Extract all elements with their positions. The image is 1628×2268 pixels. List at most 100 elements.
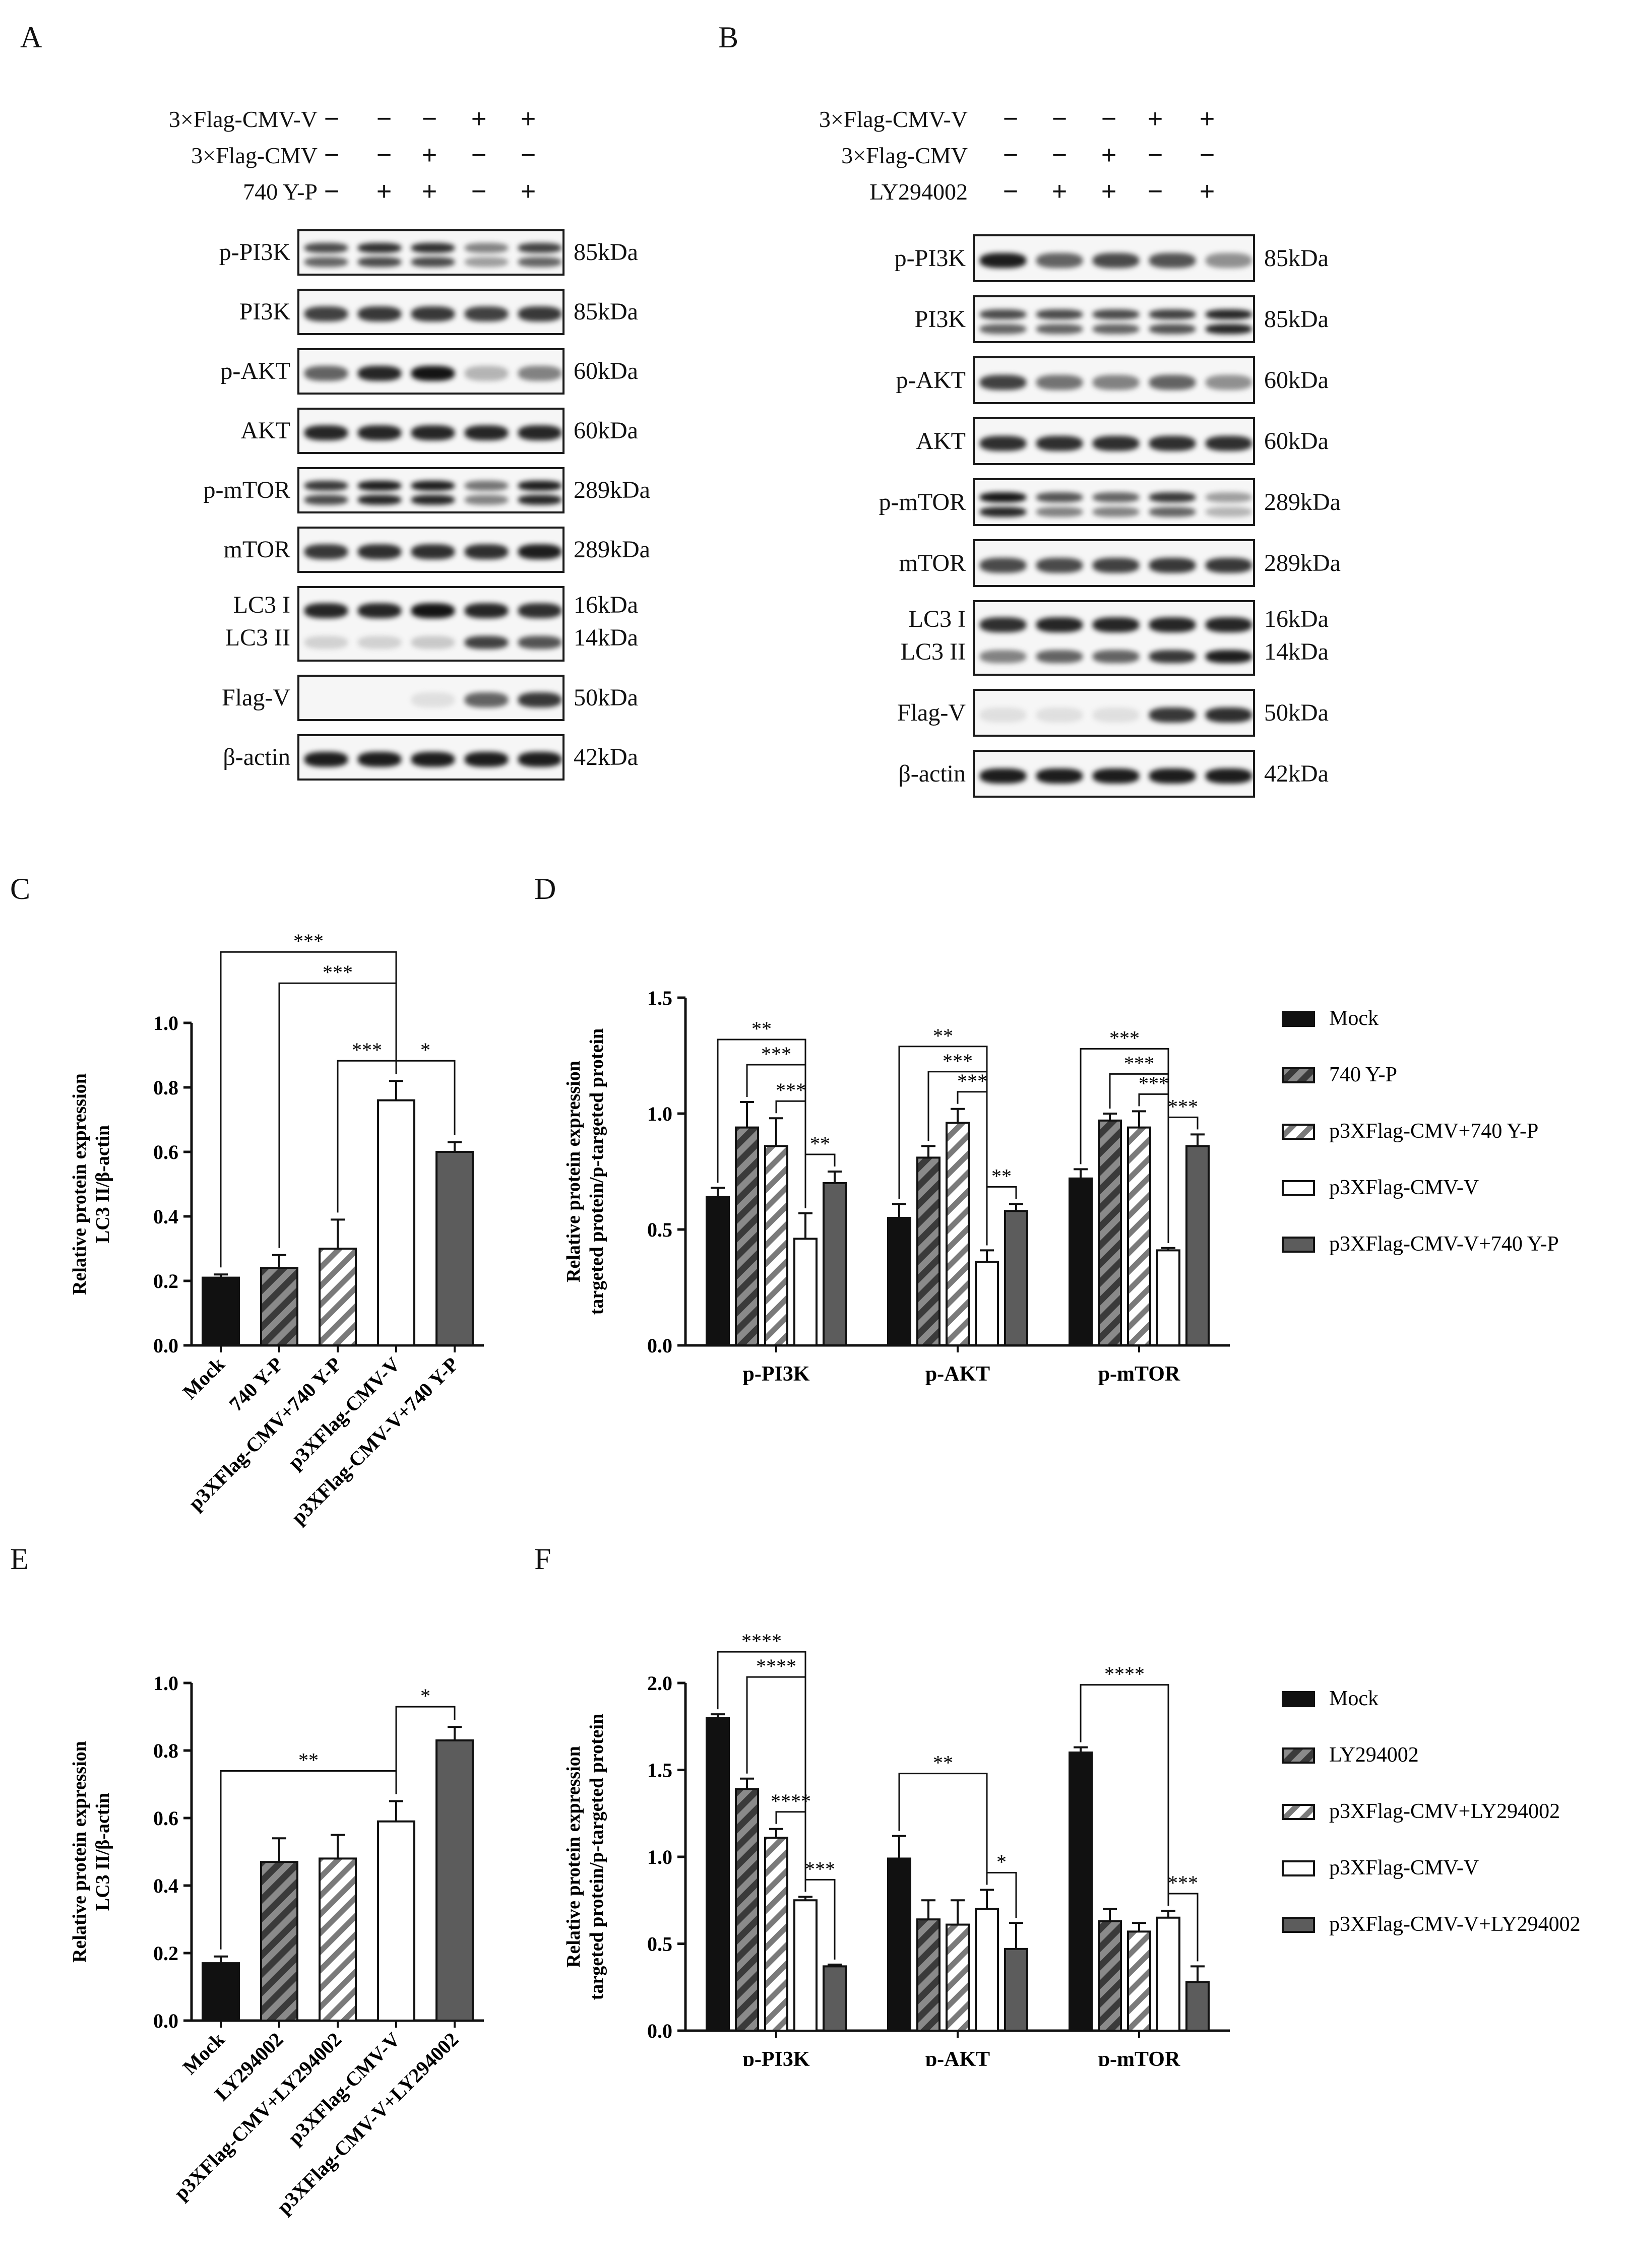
- band: [1093, 617, 1139, 632]
- protein-label: β-actin: [223, 744, 290, 770]
- minus-symbol: −: [1101, 104, 1117, 134]
- y-tick-label: 0.0: [153, 1334, 178, 1357]
- band: [1149, 617, 1196, 632]
- band: [411, 366, 455, 381]
- protein-label: β-actin: [898, 760, 966, 787]
- band: [411, 544, 455, 559]
- legend-swatch: [1282, 1917, 1315, 1933]
- legend-label: p3XFlag-CMV-V: [1329, 1856, 1479, 1880]
- legend-label: LY294002: [1329, 1743, 1419, 1767]
- legend-swatch: [1282, 1237, 1315, 1253]
- bar: [202, 1962, 240, 2022]
- x-tick-label: p-PI3K: [742, 2048, 809, 2066]
- bar: [916, 1156, 941, 1346]
- bar: [260, 1861, 298, 2022]
- bar: [706, 1196, 730, 1346]
- band: [980, 323, 1026, 334]
- bar: [1004, 1948, 1028, 2032]
- condition-label: 740 Y-P: [243, 179, 318, 205]
- band: [1206, 617, 1252, 632]
- band: [1036, 506, 1083, 517]
- band: [518, 494, 562, 505]
- significance-bracket: [1080, 1684, 1169, 1906]
- blot-strip: [973, 417, 1255, 465]
- band: [518, 481, 562, 491]
- legend-label: p3XFlag-CMV+740 Y-P: [1329, 1120, 1538, 1143]
- y-tick-label: 1.0: [153, 1672, 178, 1695]
- significance-label: **: [298, 1749, 319, 1772]
- protein-label: mTOR: [899, 549, 966, 576]
- band: [464, 494, 509, 505]
- band: [357, 752, 402, 767]
- blot-strip: [973, 750, 1255, 798]
- band: [357, 494, 402, 505]
- kda-label: 42kDa: [574, 744, 638, 770]
- band: [411, 481, 455, 491]
- kda-label: 16kDa: [574, 592, 638, 618]
- band: [411, 306, 455, 321]
- significance-label: ***: [957, 1070, 987, 1092]
- legend-swatch: [1282, 1860, 1315, 1876]
- band: [357, 243, 402, 253]
- plus-symbol: +: [1147, 104, 1163, 134]
- protein-label: LC3 II: [225, 624, 290, 651]
- bar: [1127, 1930, 1151, 2032]
- band: [518, 243, 562, 253]
- bar: [1127, 1126, 1151, 1346]
- significance-bracket: [804, 1153, 836, 1208]
- significance-label: ***: [1168, 1871, 1198, 1894]
- significance-bracket: [746, 1676, 806, 1892]
- band: [980, 768, 1026, 784]
- legend-label: 740 Y-P: [1329, 1063, 1397, 1086]
- bar: [793, 1899, 818, 2032]
- bar: [319, 1857, 357, 2022]
- bar: [764, 1145, 788, 1346]
- western-blot-panel-a: 3×Flag-CMV-V − − − + +3×Flag-CMV − − + − −740 Y-P −…: [0, 0, 716, 806]
- bar: [1156, 1249, 1180, 1347]
- bar: [377, 1820, 415, 2022]
- kda-label: 60kDa: [574, 417, 638, 444]
- band: [357, 603, 402, 618]
- legend-swatch: [1282, 1124, 1315, 1140]
- significance-label: ***: [352, 1039, 382, 1061]
- band: [1036, 252, 1083, 268]
- bar: [793, 1238, 818, 1347]
- blot-strip: [297, 734, 565, 781]
- band: [1093, 309, 1139, 320]
- band: [411, 425, 455, 440]
- band: [1149, 435, 1196, 451]
- legend-swatch: [1282, 1691, 1315, 1707]
- band: [1149, 557, 1196, 573]
- minus-symbol: −: [324, 177, 340, 206]
- protein-label: mTOR: [223, 536, 290, 563]
- band: [980, 617, 1026, 632]
- band: [304, 425, 348, 440]
- band: [518, 636, 562, 649]
- blot-strip: [973, 689, 1255, 737]
- band: [464, 425, 509, 440]
- significance-label: *: [996, 1851, 1007, 1873]
- band: [980, 506, 1026, 517]
- condition-label: LY294002: [869, 179, 968, 205]
- panel-letter-a: A: [20, 21, 42, 54]
- significance-label: ****: [756, 1655, 796, 1677]
- band: [411, 256, 455, 267]
- band: [1093, 506, 1139, 517]
- x-tick-label: Mock: [178, 2028, 229, 2079]
- bar: [1185, 1981, 1210, 2032]
- bar: [887, 1857, 911, 2032]
- bar: [435, 1739, 474, 2022]
- protein-label: p-mTOR: [879, 488, 966, 515]
- blot-strip: [297, 467, 565, 513]
- band: [518, 752, 562, 767]
- significance-bracket: [395, 1706, 456, 1794]
- x-tick-label: p-PI3K: [742, 1363, 809, 1386]
- band: [1149, 323, 1196, 334]
- significance-bracket: [804, 1878, 836, 1960]
- significance-bracket: [717, 1651, 806, 1892]
- band: [304, 306, 348, 321]
- plus-symbol: +: [1051, 177, 1068, 206]
- bar: [202, 1276, 240, 1346]
- band: [357, 544, 402, 559]
- band: [980, 374, 1026, 390]
